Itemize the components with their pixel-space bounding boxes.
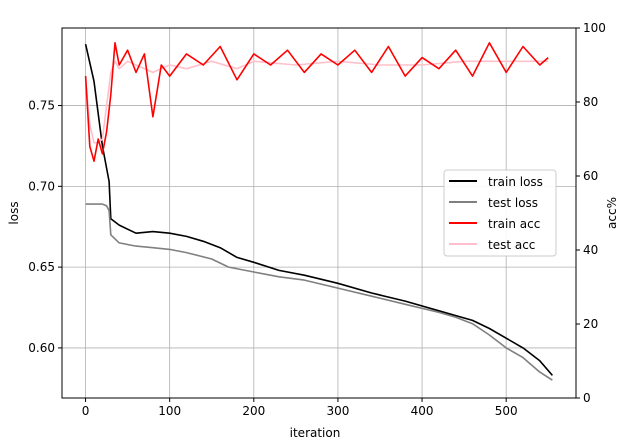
y-axis-left-label: loss bbox=[7, 201, 21, 224]
x-tick-label: 300 bbox=[326, 404, 349, 418]
y-left-tick-label: 0.70 bbox=[28, 179, 55, 193]
y-left-tick-label: 0.65 bbox=[28, 260, 55, 274]
ticks: 0 100 200 300 400 500 0.60 0.65 0.70 0.75 0 20 40 60 8… bbox=[28, 21, 606, 418]
legend-label-train-acc: train acc bbox=[488, 217, 540, 231]
legend: train loss test loss train acc test acc bbox=[443, 169, 557, 257]
y-left-tick-label: 0.60 bbox=[28, 341, 55, 355]
x-tick-label: 500 bbox=[495, 404, 518, 418]
series-layer bbox=[84, 41, 554, 381]
y-right-tick-label: 20 bbox=[583, 317, 598, 331]
y-right-tick-label: 80 bbox=[583, 95, 598, 109]
x-axis-label: iteration bbox=[290, 426, 341, 440]
series-line-train-loss bbox=[84, 44, 554, 376]
y-right-tick-label: 0 bbox=[583, 391, 591, 405]
y-right-tick-label: 100 bbox=[583, 21, 606, 35]
series-line-train-acc bbox=[84, 41, 549, 162]
y-left-tick-label: 0.75 bbox=[28, 99, 55, 113]
plot-frame bbox=[61, 27, 577, 399]
x-tick-label: 100 bbox=[158, 404, 181, 418]
y-right-tick-label: 40 bbox=[583, 243, 598, 257]
legend-label-test-loss: test loss bbox=[488, 196, 538, 210]
series-line-test-loss bbox=[85, 203, 553, 381]
legend-box bbox=[443, 169, 557, 257]
x-tick-label: 400 bbox=[411, 404, 434, 418]
x-tick-label: 200 bbox=[242, 404, 265, 418]
y-right-tick-label: 60 bbox=[583, 169, 598, 183]
legend-label-train-loss: train loss bbox=[488, 175, 543, 189]
x-tick-label: 0 bbox=[82, 404, 90, 418]
y-axis-right-label: acc% bbox=[605, 197, 619, 229]
legend-label-test-acc: test acc bbox=[488, 238, 535, 252]
